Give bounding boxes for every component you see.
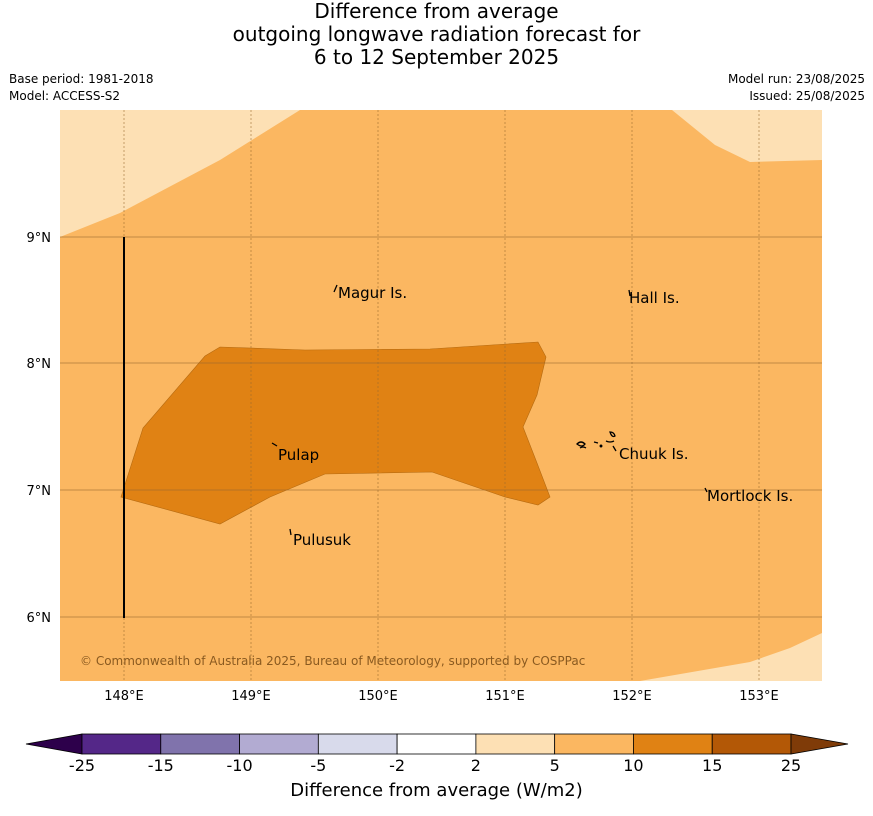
pulusuk-island-marker [289,528,292,536]
lat-label-8: 8°N [27,357,52,372]
colorbar-tick-label: -15 [148,756,174,775]
lon-label-150: 150°E [358,689,398,704]
colorbar-tick-label: 15 [702,756,722,775]
colorbar-tick-label: -25 [69,756,95,775]
map-plot-area: Magur Is. Hall Is. Pulap Chuuk Is. Mortl… [60,110,822,681]
colorbar-extend-low [25,733,83,755]
fill-2-to-5-northeast [672,110,822,162]
colorbar-extend-high [790,733,849,755]
pulap-island-marker [271,442,278,447]
hall-island-marker [628,289,631,297]
colorbar-tick-label: -10 [226,756,252,775]
colorbar: -25 -15 -10 -5 -2 2 5 10 15 25 [25,733,849,775]
colorbar-tick-label: 5 [550,756,560,775]
lon-label-153: 153°E [739,689,779,704]
lat-label-7: 7°N [27,484,52,499]
base-period: Base period: 1981-2018 [9,72,154,86]
fill-2-to-5-northwest [60,110,300,237]
title-line-3: 6 to 12 September 2025 [313,45,560,69]
label-mortlock-island: Mortlock Is. [707,487,793,505]
fill-10-to-15-central [120,341,551,525]
colorbar-segment [633,733,713,755]
label-pulusuk: Pulusuk [293,531,351,549]
copyright-note: © Commonwealth of Australia 2025, Bureau… [80,654,585,668]
lon-label-149: 149°E [231,689,271,704]
colorbar-segment [475,733,556,755]
colorbar-label: Difference from average (W/m2) [290,780,583,801]
label-pulap: Pulap [278,446,319,464]
colorbar-segment [317,733,398,755]
chart-title: Difference from average outgoing longwav… [0,0,873,69]
lat-tick-labels: 9°N 8°N 7°N 6°N [27,231,52,626]
lon-label-151: 151°E [485,689,525,704]
title-line-1: Difference from average [314,0,559,23]
lon-label-148: 148°E [104,689,144,704]
colorbar-segment [160,733,240,755]
lon-label-152: 152°E [612,689,652,704]
colorbar-tick-label: 10 [623,756,643,775]
colorbar-segment [239,733,319,755]
model-run: Model run: 23/08/2025 [727,72,865,86]
island-markers [271,284,708,536]
label-chuuk-island: Chuuk Is. [619,445,688,463]
colorbar-segment [711,733,792,755]
colorbar-tick-label: 2 [471,756,481,775]
label-magur-island: Magur Is. [338,284,407,302]
colorbar-segment [396,733,477,755]
magur-island-marker [333,284,338,293]
issued-date: Issued: 25/08/2025 [749,89,865,103]
title-line-2: outgoing longwave radiation forecast for [232,22,641,46]
mortlock-island-marker [704,487,708,493]
fill-2-to-5-southeast [640,633,822,681]
colorbar-tick-label: 25 [781,756,801,775]
colorbar-tick-label: -5 [310,756,326,775]
colorbar-segment [554,733,634,755]
lon-tick-labels: 148°E 149°E 150°E 151°E 152°E 153°E [104,689,779,704]
meta-right: Model run: 23/08/2025 Issued: 25/08/2025 [728,71,865,105]
label-hall-island: Hall Is. [629,289,680,307]
lat-label-6: 6°N [27,611,52,626]
model-name: Model: ACCESS-S2 [9,89,121,103]
meta-left: Base period: 1981-2018 Model: ACCESS-S2 [9,71,154,105]
lat-label-9: 9°N [27,231,52,246]
chuuk-island-markers [576,431,617,452]
colorbar-segment [81,733,162,755]
colorbar-tick-label: -2 [389,756,405,775]
